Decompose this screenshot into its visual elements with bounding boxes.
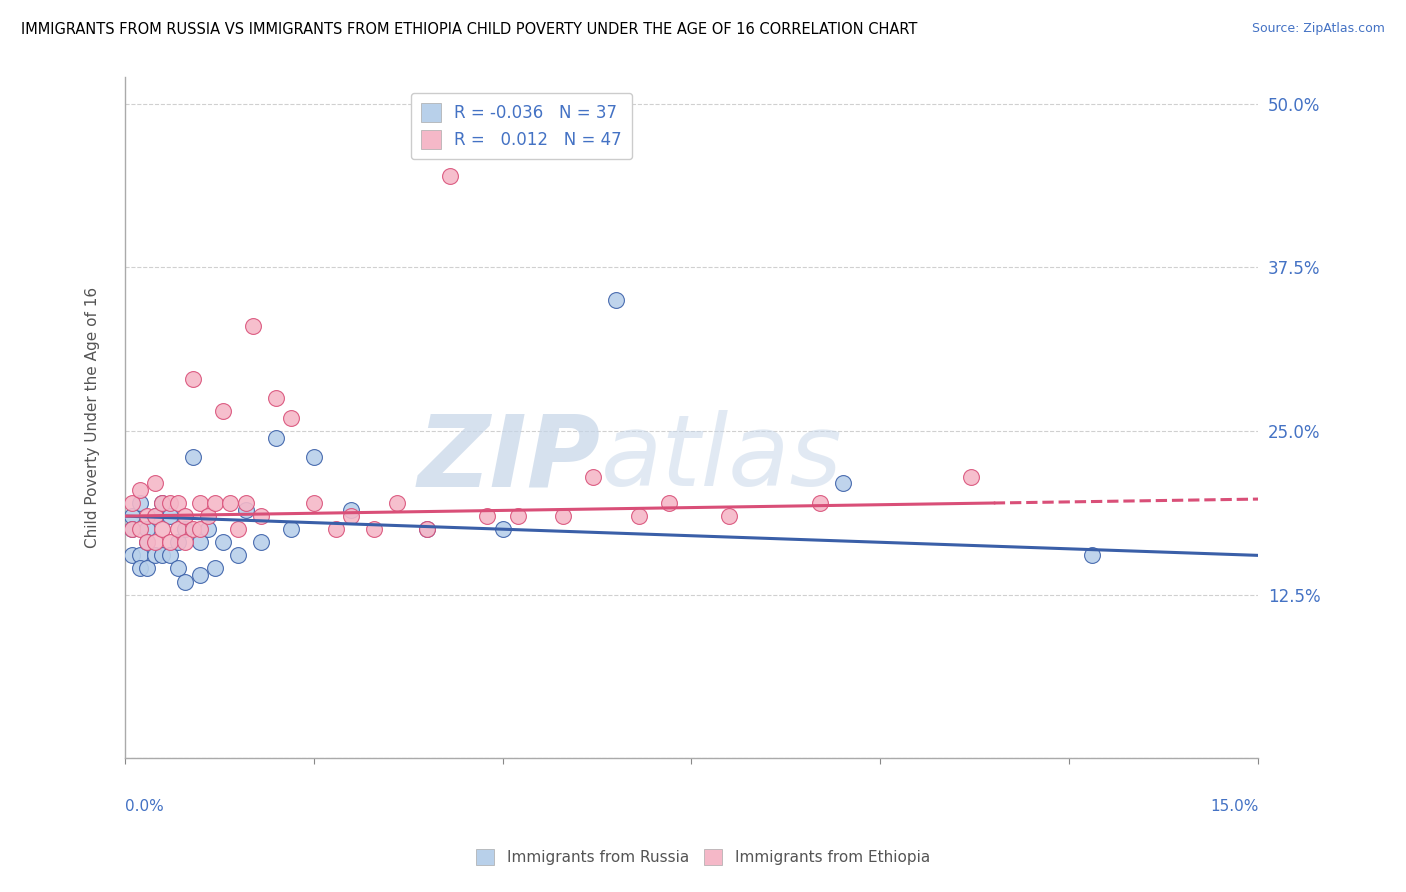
Text: ZIP: ZIP [418,410,600,508]
Point [181,371,204,385]
Point [582,470,605,484]
Point [658,496,681,510]
Point [249,535,271,549]
Point [219,496,242,510]
Point [340,502,363,516]
Point [128,522,150,536]
Point [188,522,211,536]
Point [226,549,249,563]
Point [136,522,159,536]
Point [831,476,853,491]
Point [159,549,181,563]
Point [166,522,188,536]
Point [302,496,325,510]
Point [188,496,211,510]
Point [416,522,439,536]
Point [416,522,439,536]
Point [159,509,181,524]
Point [242,319,264,334]
Point [188,535,211,549]
Y-axis label: Child Poverty Under the Age of 16: Child Poverty Under the Age of 16 [86,287,100,549]
Point [152,496,174,510]
Legend: Immigrants from Russia, Immigrants from Ethiopia: Immigrants from Russia, Immigrants from … [470,843,936,871]
Point [491,522,513,536]
Point [627,509,650,524]
Point [128,561,150,575]
Point [264,431,287,445]
Point [439,169,461,183]
Point [235,502,257,516]
Point [152,549,174,563]
Point [808,496,831,510]
Point [264,391,287,405]
Point [181,522,204,536]
Point [174,574,197,589]
Point [506,509,529,524]
Point [121,522,143,536]
Point [363,522,385,536]
Point [385,496,408,510]
Point [204,561,226,575]
Point [136,535,159,549]
Point [136,535,159,549]
Point [136,561,159,575]
Point [204,496,226,510]
Point [197,522,219,536]
Point [212,404,235,418]
Point [477,509,499,524]
Point [159,496,181,510]
Text: atlas: atlas [600,410,842,508]
Point [128,549,150,563]
Text: IMMIGRANTS FROM RUSSIA VS IMMIGRANTS FROM ETHIOPIA CHILD POVERTY UNDER THE AGE O: IMMIGRANTS FROM RUSSIA VS IMMIGRANTS FRO… [21,22,918,37]
Point [280,522,302,536]
Legend: R = -0.036   N = 37, R =   0.012   N = 47: R = -0.036 N = 37, R = 0.012 N = 47 [411,93,631,160]
Point [121,522,143,536]
Point [143,535,166,549]
Point [302,450,325,465]
Point [166,535,188,549]
Point [188,568,211,582]
Text: 15.0%: 15.0% [1211,799,1258,814]
Point [226,522,249,536]
Point [181,450,204,465]
Point [166,496,188,510]
Point [166,561,188,575]
Point [136,509,159,524]
Point [121,509,143,524]
Point [605,293,627,307]
Text: Source: ZipAtlas.com: Source: ZipAtlas.com [1251,22,1385,36]
Point [128,496,150,510]
Point [325,522,347,536]
Point [551,509,574,524]
Point [197,509,219,524]
Text: 0.0%: 0.0% [125,799,163,814]
Point [718,509,741,524]
Point [143,509,166,524]
Point [143,549,166,563]
Point [128,483,150,497]
Point [249,509,271,524]
Point [143,509,166,524]
Point [280,410,302,425]
Point [121,496,143,510]
Point [143,476,166,491]
Point [159,535,181,549]
Point [174,522,197,536]
Point [152,522,174,536]
Point [960,470,983,484]
Point [235,496,257,510]
Point [174,535,197,549]
Point [212,535,235,549]
Point [340,509,363,524]
Point [152,496,174,510]
Point [1081,549,1104,563]
Point [121,549,143,563]
Point [174,509,197,524]
